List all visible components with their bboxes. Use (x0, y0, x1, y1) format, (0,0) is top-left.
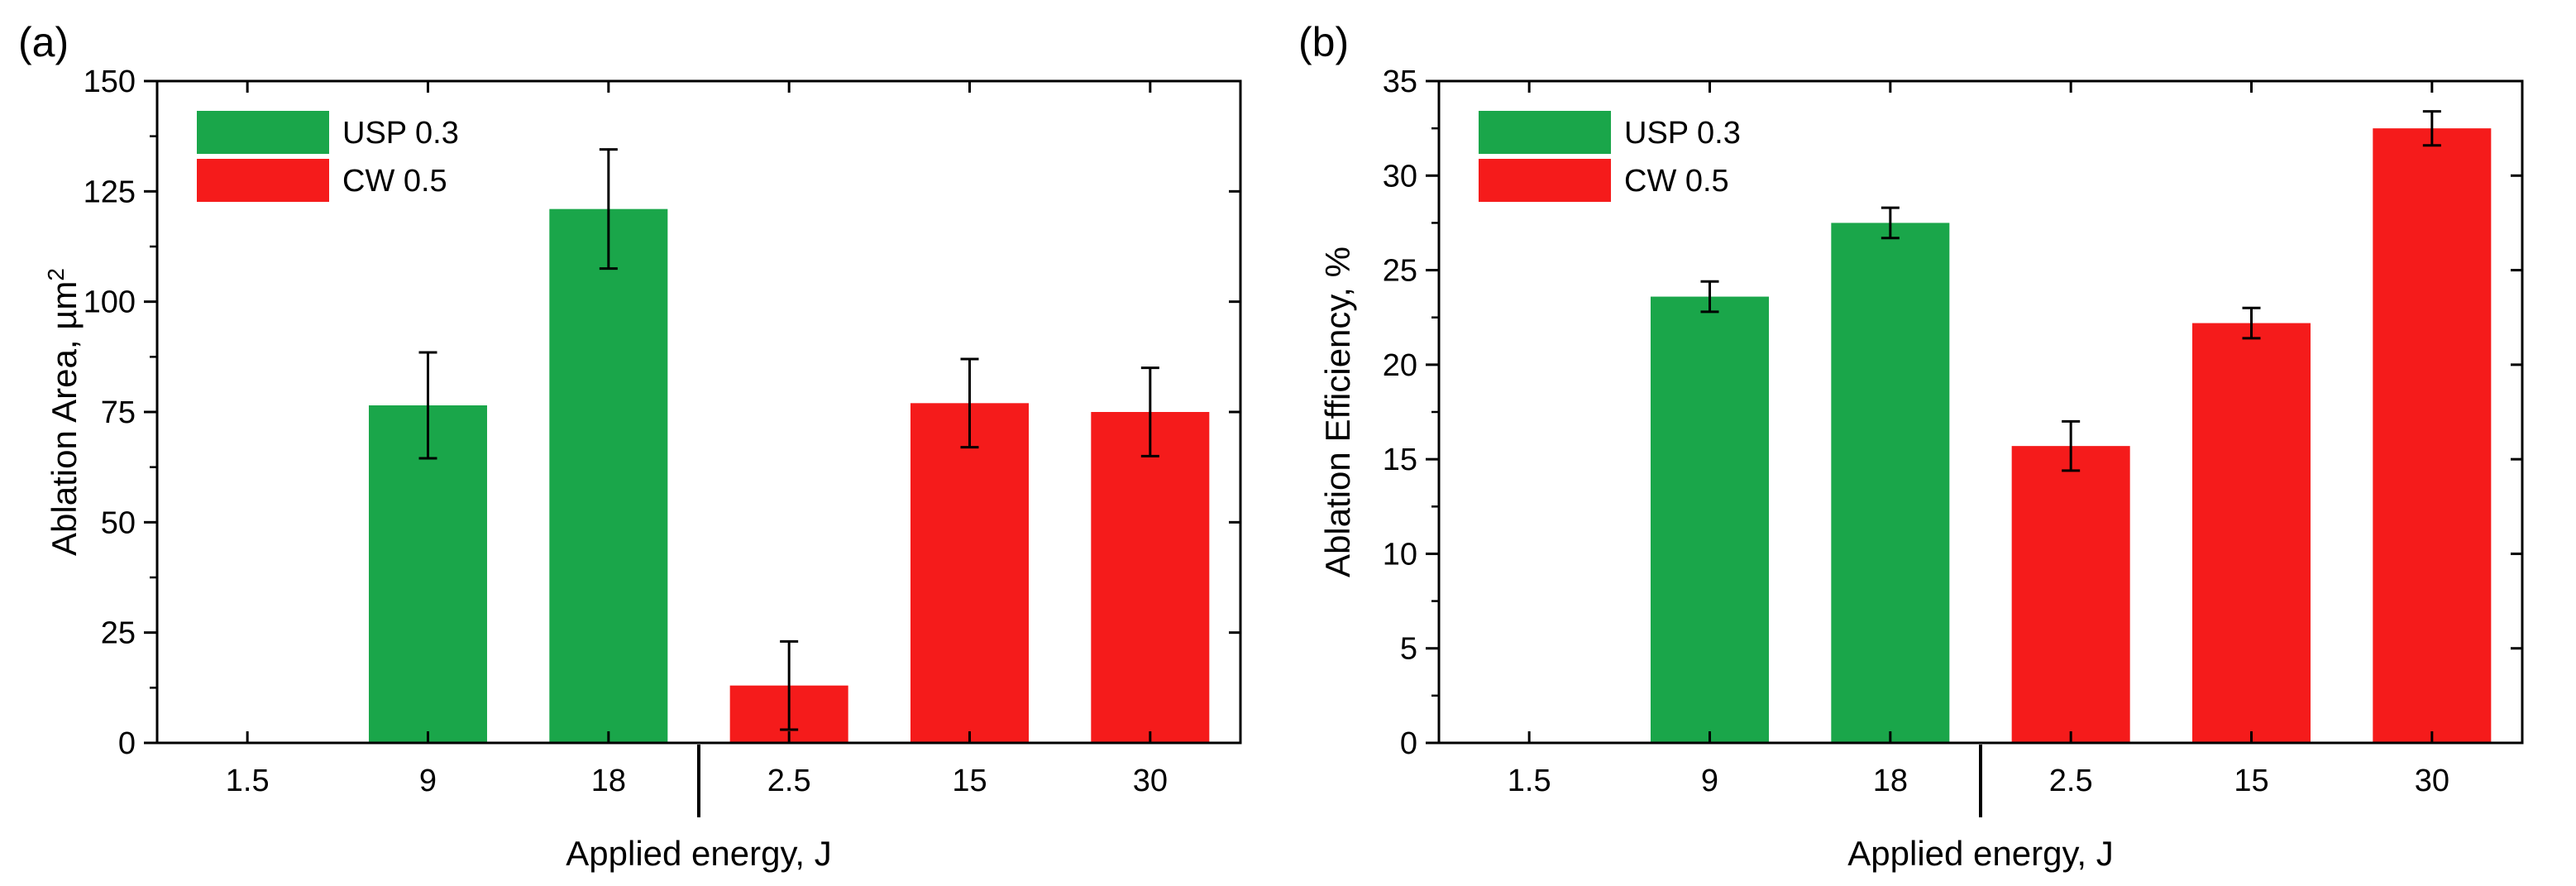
bar-30 (1091, 412, 1210, 743)
x-tick-label: 9 (1701, 764, 1718, 798)
legend-label-2: CW 0.5 (1624, 164, 1729, 199)
x-tick-label: 30 (1133, 764, 1168, 798)
legend-label-2: CW 0.5 (342, 164, 447, 199)
panel-label: (b) (1298, 19, 1349, 65)
chart-panel-2: (b) 1.5 9 18 2.5 15 30 0 5 10 15 20 25 30 35 Applied en… (1298, 19, 2524, 873)
y-tick-label: 10 (1383, 537, 1417, 572)
y-tick-label: 100 (84, 285, 136, 320)
y-axis-title: Ablation Area, µm2 (43, 268, 84, 556)
x-tick-label: 1.5 (1508, 764, 1551, 798)
y-tick-label: 125 (84, 175, 136, 209)
x-tick-label: 9 (419, 764, 437, 798)
y-tick-label: 25 (1383, 254, 1417, 289)
y-tick-label: 5 (1400, 632, 1417, 667)
panel-label: (a) (18, 19, 69, 65)
y-tick-label: 75 (101, 395, 136, 430)
x-axis-title: Applied energy, J (1847, 834, 2113, 873)
bar-18 (1831, 223, 1950, 743)
bar-9 (1650, 296, 1770, 744)
legend-label-1: USP 0.3 (342, 116, 459, 151)
legend-swatch-2 (1479, 159, 1611, 202)
x-tick-label: 15 (2234, 764, 2268, 798)
x-tick-label: 15 (952, 764, 987, 798)
y-tick-label: 30 (1383, 159, 1417, 194)
bar-2.5 (2011, 446, 2130, 743)
bar-30 (2373, 128, 2492, 744)
y-tick-label: 35 (1383, 65, 1417, 99)
y-axis-title: Ablation Efficiency, % (1318, 247, 1357, 577)
x-tick-label: 2.5 (2049, 764, 2093, 798)
legend-label-1: USP 0.3 (1624, 116, 1741, 151)
y-tick-label: 0 (118, 726, 136, 761)
bar-15 (2191, 323, 2311, 743)
y-tick-label: 150 (84, 65, 136, 99)
x-tick-label: 1.5 (226, 764, 270, 798)
plot-frame (1437, 79, 2524, 745)
bar-18 (549, 208, 668, 743)
legend-swatch-2 (197, 159, 329, 202)
y-tick-label: 20 (1383, 348, 1417, 383)
bar-9 (368, 405, 488, 743)
bar-15 (910, 403, 1030, 743)
chart-panel-1: (a) 1.5 9 18 2.5 15 30 0 25 50 75 100 125 150 Applied … (18, 19, 1242, 873)
x-tick-label: 2.5 (767, 764, 811, 798)
x-axis-title: Applied energy, J (566, 834, 831, 873)
y-axis-title-superscript: 2 (43, 268, 69, 281)
y-tick-label: 0 (1400, 726, 1417, 761)
plot-frame (155, 79, 1242, 745)
x-tick-label: 18 (1873, 764, 1908, 798)
legend-swatch-1 (1479, 111, 1611, 154)
y-tick-label: 15 (1383, 443, 1417, 477)
y-tick-label: 25 (101, 616, 136, 651)
y-tick-label: 50 (101, 505, 136, 540)
x-tick-label: 30 (2415, 764, 2449, 798)
legend-swatch-1 (197, 111, 329, 154)
x-tick-label: 18 (591, 764, 626, 798)
